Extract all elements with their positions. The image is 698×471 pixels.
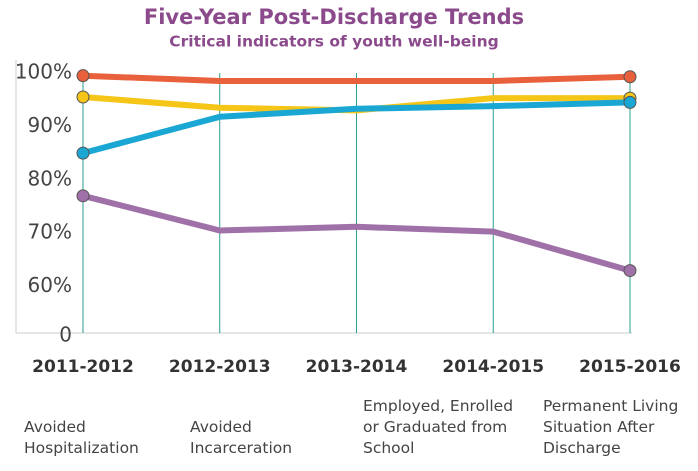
point-marker (623, 264, 637, 278)
point-marker (76, 90, 90, 104)
y-tick-label: 100% (15, 60, 72, 84)
series-label: Employed, Enrolled or Graduated from Sch… (363, 397, 514, 457)
x-tick-label: 2014-2015 (442, 357, 544, 377)
y-tick-label: 0 (59, 323, 72, 347)
series-line (82, 99, 631, 156)
point-marker (76, 189, 90, 203)
y-tick-label: 60% (28, 273, 72, 297)
x-tick-label: 2013-2014 (306, 357, 408, 377)
y-tick-label: 70% (28, 220, 72, 244)
x-tick-label: 2015-2016 (579, 357, 681, 377)
point-marker (76, 146, 90, 160)
chart-subtitle: Critical indicators of youth well-being (169, 33, 499, 51)
y-tick-label: 90% (28, 113, 72, 137)
series-label: Avoided Incarceration (190, 418, 293, 457)
y-tick-label: 80% (28, 166, 72, 190)
chart-title: Five-Year Post-Discharge Trends (144, 5, 524, 29)
point-marker (76, 69, 90, 83)
point-marker (623, 95, 637, 109)
x-tick-label: 2011-2012 (32, 357, 134, 377)
series-line (82, 72, 631, 84)
x-tick-label: 2012-2013 (169, 357, 271, 377)
series-line (82, 192, 631, 274)
series-label: Permanent Living Situation After Dischar… (543, 397, 679, 457)
point-marker (623, 70, 637, 84)
series-label: Avoided Hospitalization (24, 418, 139, 457)
